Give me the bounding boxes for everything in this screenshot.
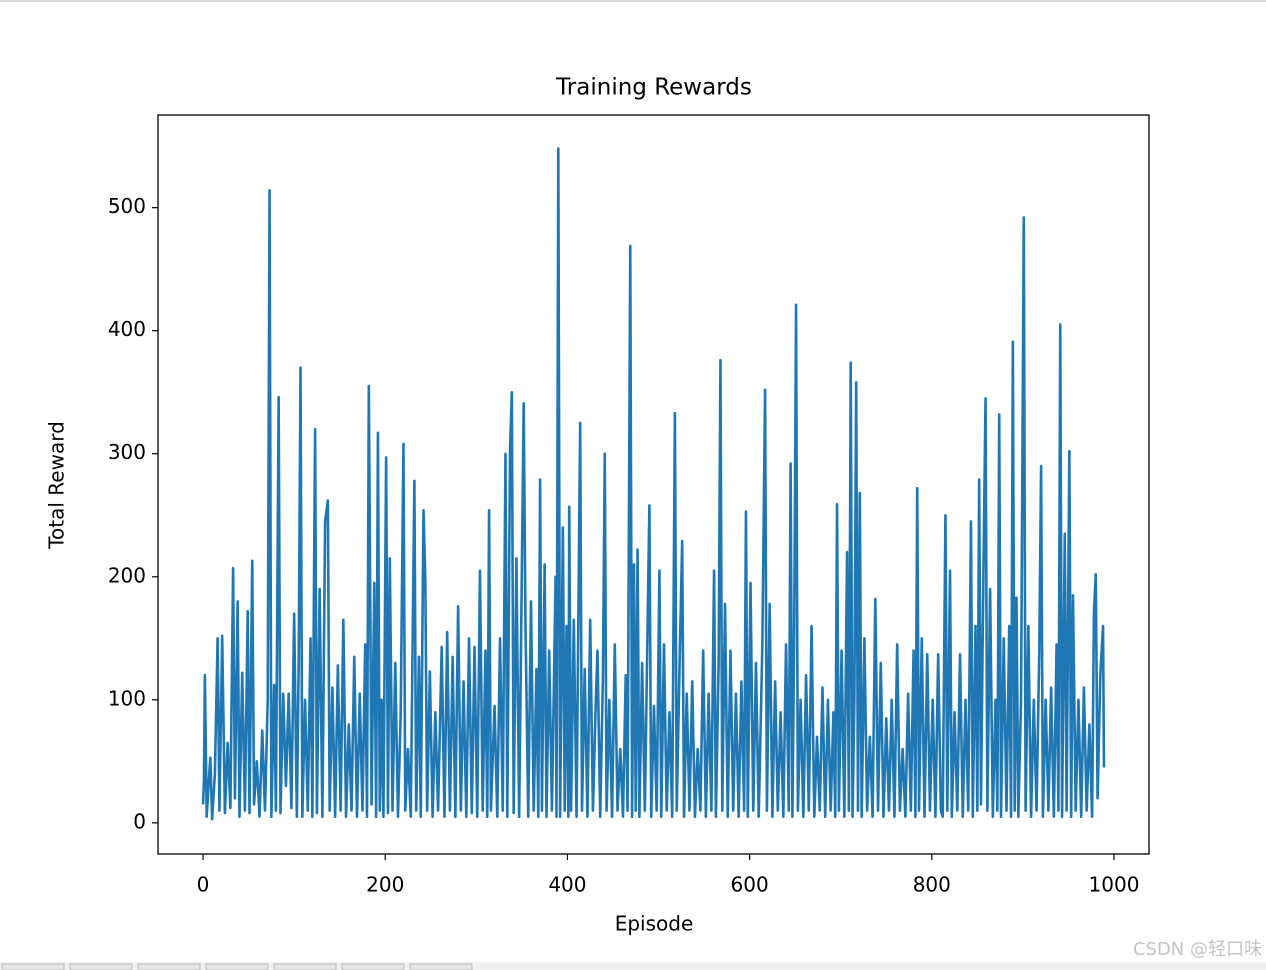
plot-frame bbox=[157, 114, 1150, 855]
chart-title: Training Rewards bbox=[555, 75, 752, 101]
x-tick-label: 200 bbox=[366, 873, 404, 897]
tab[interactable] bbox=[273, 963, 337, 970]
tab[interactable] bbox=[1, 963, 65, 970]
x-tick-label: 0 bbox=[197, 873, 210, 897]
y-tick-label: 300 bbox=[108, 440, 146, 464]
y-tick-label: 500 bbox=[108, 194, 146, 218]
y-axis-label: Total Reward bbox=[45, 421, 69, 550]
y-tick-label: 200 bbox=[108, 563, 146, 587]
y-tick-label: 0 bbox=[133, 809, 146, 833]
bottom-tab-bar bbox=[0, 962, 1266, 970]
x-tick-label: 600 bbox=[731, 873, 769, 897]
watermark: CSDN @轻口味 bbox=[1133, 939, 1262, 960]
x-axis-label: Episode bbox=[615, 912, 694, 936]
x-tick-label: 800 bbox=[913, 873, 951, 897]
tab[interactable] bbox=[205, 963, 269, 970]
tab[interactable] bbox=[137, 963, 201, 970]
data-line bbox=[201, 147, 1106, 821]
y-tick-label: 400 bbox=[108, 317, 146, 341]
tab-bar-bg bbox=[0, 962, 1266, 970]
x-tick-label: 400 bbox=[548, 873, 586, 897]
x-tick-label: 1000 bbox=[1089, 873, 1140, 897]
window-top-border bbox=[0, 0, 1266, 2]
tab[interactable] bbox=[341, 963, 405, 970]
tab[interactable] bbox=[69, 963, 133, 970]
y-tick-label: 100 bbox=[108, 686, 146, 710]
tab[interactable] bbox=[409, 963, 473, 970]
